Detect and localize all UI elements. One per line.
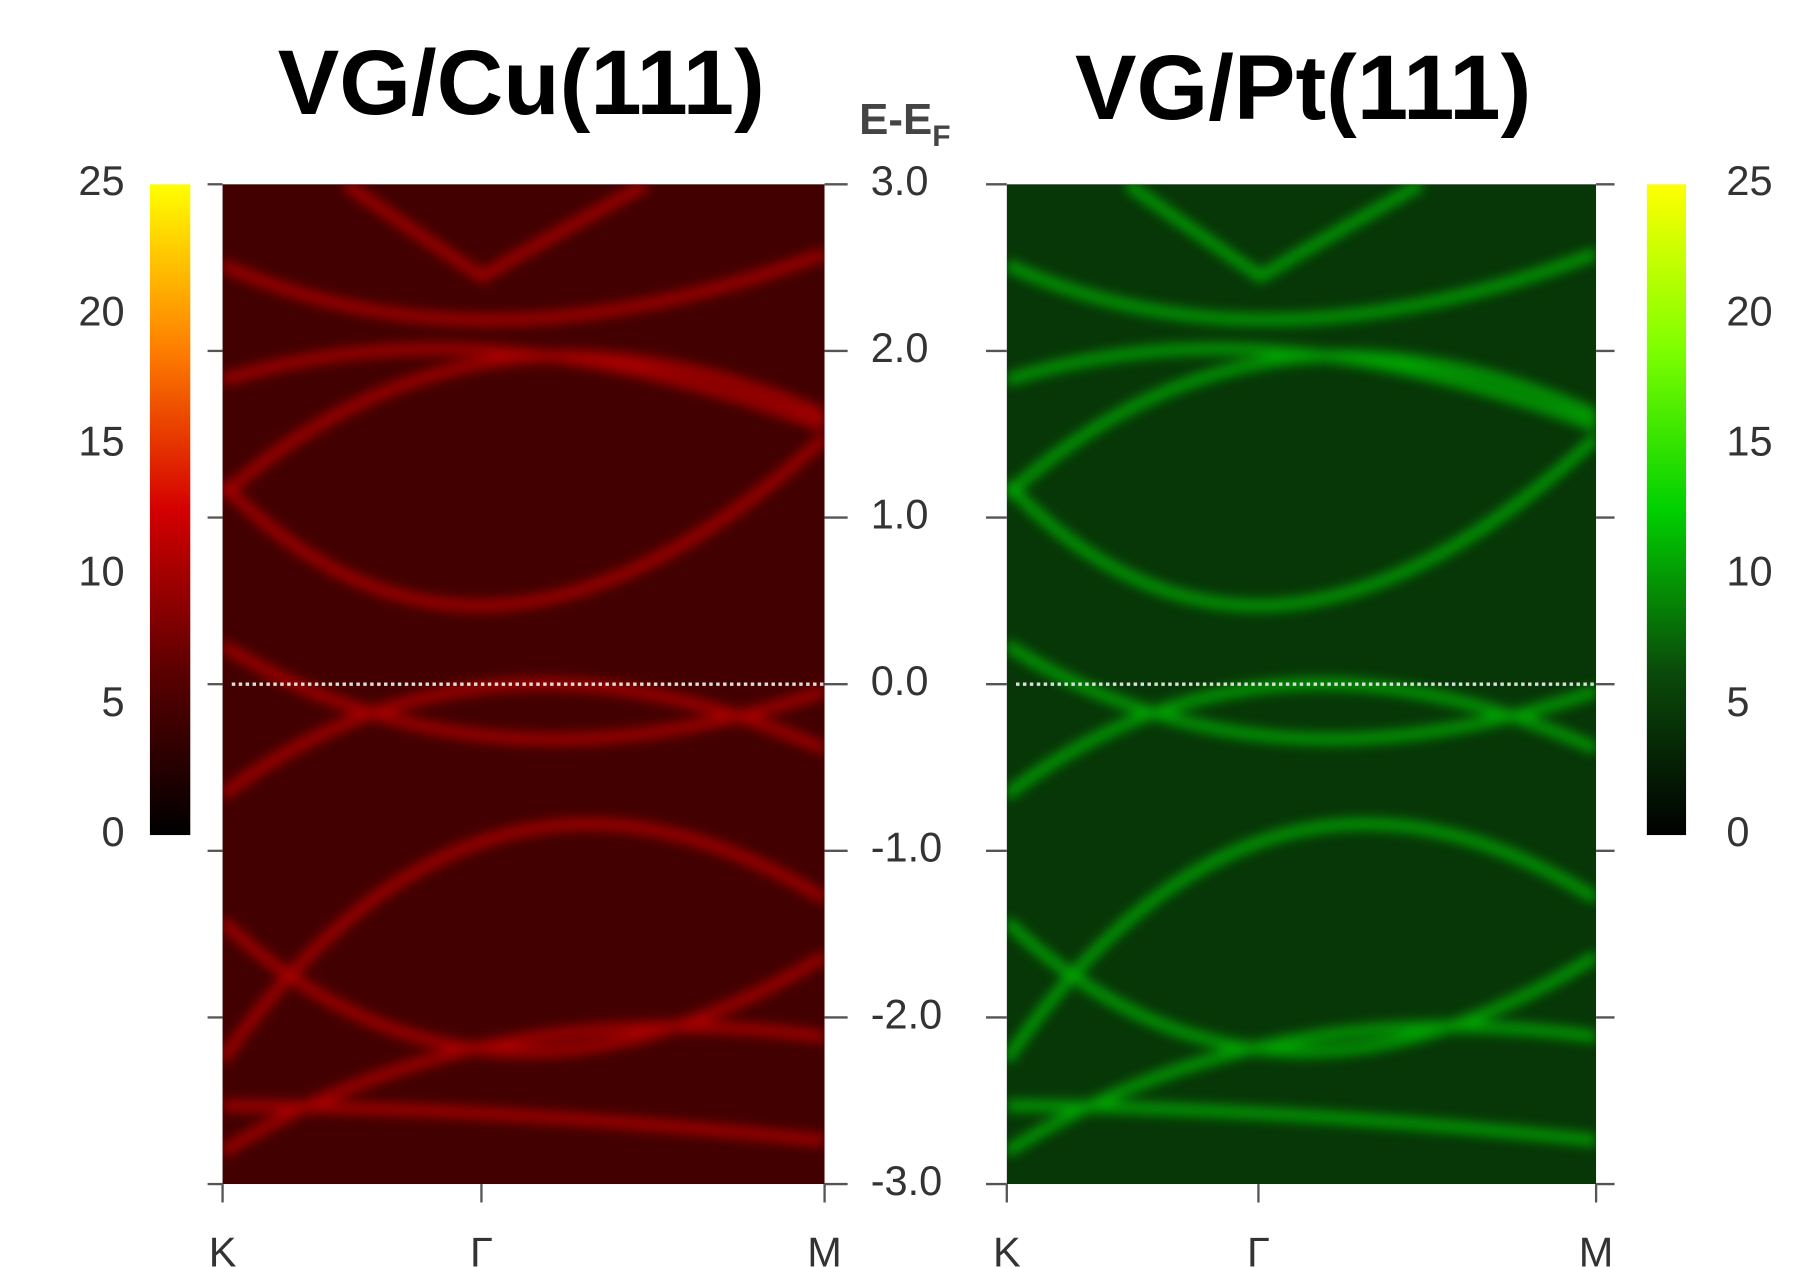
y-tick-label: 3.0 <box>871 157 929 204</box>
y-tick-label: -1.0 <box>871 824 943 871</box>
panel-title: VG/Cu(111) <box>278 31 765 134</box>
colorbar-tick-label: 15 <box>78 418 124 465</box>
colorbar-tick-label: 5 <box>101 678 124 725</box>
panel-title: VG/Pt(111) <box>1075 36 1531 139</box>
colorbar-tick-label: 10 <box>78 548 124 595</box>
heatmap <box>1006 184 1597 1185</box>
y-axis-label: E-EF <box>859 95 950 153</box>
y-tick-label: -3.0 <box>871 1157 943 1204</box>
colorbar-tick-label: 25 <box>78 157 124 204</box>
colorbar <box>1646 184 1687 836</box>
x-tick-label: Γ <box>470 1228 493 1267</box>
y-tick-label: 2.0 <box>871 324 929 371</box>
x-tick-label: M <box>1579 1228 1614 1267</box>
colorbar-tick-label: 20 <box>1726 287 1772 334</box>
colorbar-tick-label: 0 <box>101 808 124 855</box>
colorbar-tick-label: 0 <box>1726 808 1749 855</box>
colorbar-tick-label: 5 <box>1726 678 1749 725</box>
y-axis-label-sub: F <box>932 120 950 153</box>
colorbar <box>149 184 191 836</box>
y-tick-label: 1.0 <box>871 491 929 538</box>
x-tick-label: M <box>807 1228 842 1267</box>
y-tick-label: -2.0 <box>871 990 943 1037</box>
colorbar-tick-label: 25 <box>1726 157 1772 204</box>
x-tick-label: K <box>209 1228 237 1267</box>
x-tick-label: K <box>993 1228 1021 1267</box>
x-tick-label: Γ <box>1247 1228 1270 1267</box>
y-tick-label: 0.0 <box>871 657 929 704</box>
colorbar-tick-label: 15 <box>1726 418 1772 465</box>
colorbar-tick-label: 20 <box>78 287 124 334</box>
y-axis-label-main: E-E <box>859 95 932 144</box>
colorbar-tick-label: 10 <box>1726 548 1772 595</box>
